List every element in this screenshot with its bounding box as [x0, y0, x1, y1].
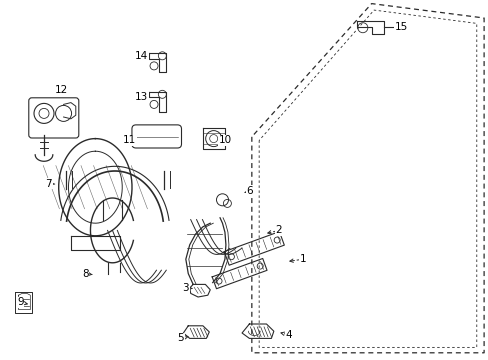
Text: 6: 6	[245, 186, 252, 196]
Text: 4: 4	[285, 330, 291, 340]
Text: 13: 13	[135, 92, 148, 102]
Text: 3: 3	[182, 283, 189, 293]
Text: 1: 1	[299, 254, 306, 264]
Text: 8: 8	[82, 269, 89, 279]
Text: 5: 5	[177, 333, 184, 343]
Text: 9: 9	[17, 297, 24, 307]
Text: 7: 7	[45, 179, 52, 189]
Text: 11: 11	[122, 135, 136, 145]
Text: 12: 12	[54, 85, 68, 95]
Text: 2: 2	[275, 225, 282, 235]
Text: 15: 15	[393, 22, 407, 32]
Text: 10: 10	[218, 135, 231, 145]
Text: 14: 14	[135, 51, 148, 61]
